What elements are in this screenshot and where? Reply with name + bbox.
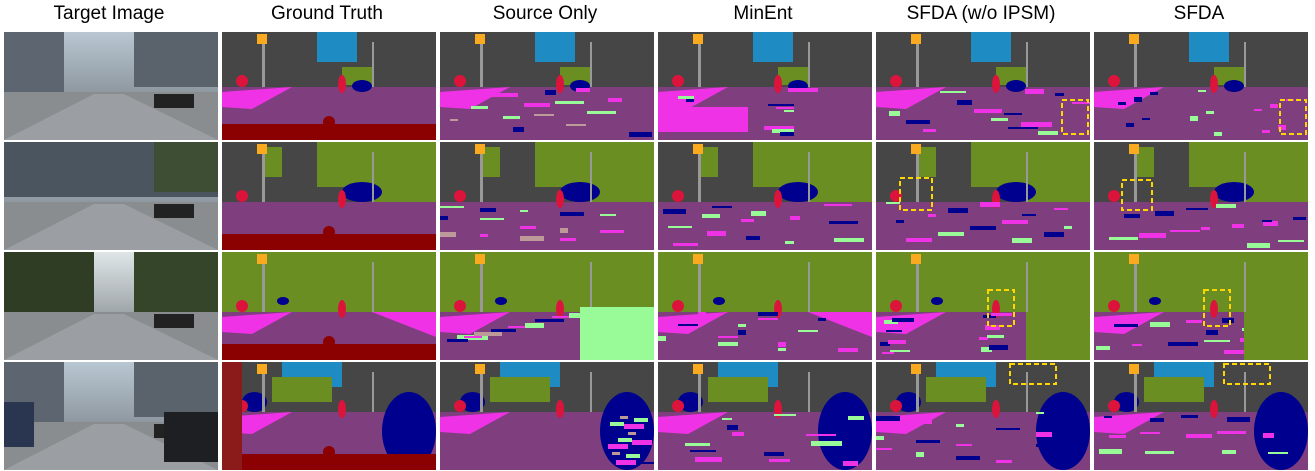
segmentation-map-sfda_noipsm-row-4 — [876, 362, 1090, 470]
segmentation-map-minent-row-2 — [658, 142, 872, 250]
segmentation-map-sfda_noipsm-row-3 — [876, 252, 1090, 360]
segmentation-map-sfda_noipsm-row-1 — [876, 32, 1090, 140]
street-photo-image — [4, 252, 218, 360]
highlight-box — [1203, 289, 1231, 327]
segmentation-map-sfda-row-4 — [1094, 362, 1308, 470]
column-headers: Target Image Ground Truth Source Only Mi… — [0, 0, 1315, 30]
highlight-box — [899, 177, 933, 211]
segmentation-image — [876, 252, 1090, 360]
segmentation-image — [658, 362, 872, 470]
segmentation-image — [876, 142, 1090, 250]
segmentation-image — [440, 252, 654, 360]
highlight-box — [987, 289, 1015, 327]
segmentation-image — [222, 252, 436, 360]
segmentation-image — [222, 142, 436, 250]
segmentation-map-gt-row-4 — [222, 362, 436, 470]
segmentation-map-gt-row-1 — [222, 32, 436, 140]
segmentation-map-source-row-1 — [440, 32, 654, 140]
segmentation-map-minent-row-1 — [658, 32, 872, 140]
column-title-target-image: Target Image — [53, 3, 165, 24]
street-photo-image — [4, 362, 218, 470]
segmentation-image — [658, 142, 872, 250]
segmentation-image — [1094, 252, 1308, 360]
segmentation-image — [440, 362, 654, 470]
segmentation-image — [1094, 362, 1308, 470]
column-title-source-only: Source Only — [492, 3, 598, 24]
highlight-box — [1061, 99, 1089, 135]
segmentation-image — [876, 32, 1090, 140]
target-photo-row-4 — [4, 362, 218, 470]
column-title-minent: MinEnt — [733, 3, 793, 24]
segmentation-map-source-row-3 — [440, 252, 654, 360]
segmentation-image — [1094, 142, 1308, 250]
segmentation-map-minent-row-4 — [658, 362, 872, 470]
column-title-sfda-without-ipsm: SFDA (w/o IPSM) — [906, 3, 1056, 24]
target-photo-row-2 — [4, 142, 218, 250]
highlight-box — [1279, 99, 1307, 135]
segmentation-image — [440, 32, 654, 140]
segmentation-map-sfda-row-1 — [1094, 32, 1308, 140]
highlight-box — [1223, 363, 1271, 385]
segmentation-map-source-row-2 — [440, 142, 654, 250]
column-title-sfda: SFDA — [1173, 3, 1225, 24]
segmentation-image — [222, 32, 436, 140]
street-photo-image — [4, 142, 218, 250]
segmentation-image — [876, 362, 1090, 470]
highlight-box — [1121, 179, 1153, 211]
segmentation-map-sfda_noipsm-row-2 — [876, 142, 1090, 250]
highlight-box — [1009, 363, 1057, 385]
segmentation-map-minent-row-3 — [658, 252, 872, 360]
segmentation-map-gt-row-2 — [222, 142, 436, 250]
segmentation-image — [222, 362, 436, 470]
target-photo-row-1 — [4, 32, 218, 140]
segmentation-image — [440, 142, 654, 250]
target-photo-row-3 — [4, 252, 218, 360]
segmentation-image — [658, 32, 872, 140]
segmentation-map-source-row-4 — [440, 362, 654, 470]
segmentation-map-sfda-row-2 — [1094, 142, 1308, 250]
segmentation-map-gt-row-3 — [222, 252, 436, 360]
segmentation-map-sfda-row-3 — [1094, 252, 1308, 360]
column-title-ground-truth: Ground Truth — [271, 3, 383, 24]
street-photo-image — [4, 32, 218, 140]
segmentation-image — [658, 252, 872, 360]
segmentation-image — [1094, 32, 1308, 140]
